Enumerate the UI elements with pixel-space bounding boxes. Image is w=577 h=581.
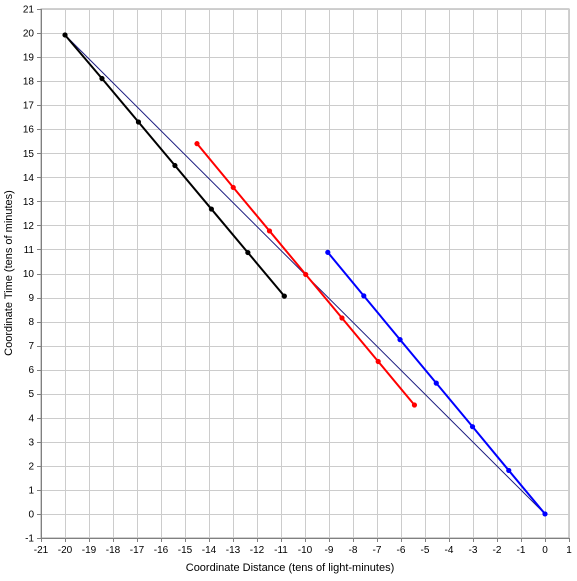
y-tick-label: 21 bbox=[23, 5, 35, 16]
y-tick-label: 0 bbox=[28, 509, 34, 520]
y-tick-label: 14 bbox=[23, 173, 35, 184]
y-tick-label: 5 bbox=[28, 389, 34, 400]
data-point bbox=[266, 228, 273, 234]
x-tick-label: -5 bbox=[421, 545, 430, 556]
series-3 bbox=[194, 141, 418, 408]
y-tick-label: 1 bbox=[28, 485, 34, 496]
data-point bbox=[172, 162, 178, 169]
data-point bbox=[208, 206, 214, 212]
y-tick-label: 19 bbox=[23, 53, 35, 64]
x-tick-label: -6 bbox=[397, 545, 406, 556]
data-point bbox=[99, 75, 105, 82]
data-point bbox=[230, 184, 236, 191]
x-tick-label: -16 bbox=[154, 545, 169, 556]
data-point bbox=[361, 293, 367, 299]
data-point bbox=[375, 358, 381, 365]
y-axis-label: Coordinate Time (tens of minutes) bbox=[3, 190, 15, 356]
y-tick-label: 16 bbox=[23, 125, 35, 136]
x-tick-label: -7 bbox=[373, 545, 382, 556]
data-point bbox=[433, 380, 439, 386]
series-group bbox=[62, 32, 548, 517]
y-tick-label: 18 bbox=[23, 77, 35, 88]
y-tick-label: 8 bbox=[28, 317, 34, 328]
x-tick-label: -18 bbox=[106, 545, 121, 556]
x-tick-label: -21 bbox=[34, 545, 49, 556]
y-tick-label: 2 bbox=[28, 461, 34, 472]
y-tick-label: 11 bbox=[24, 245, 35, 256]
data-point bbox=[194, 141, 200, 147]
data-point bbox=[542, 511, 548, 517]
axes: -21 -20 -19 -18 -17 -16 -15 -14 -13 -12 -11 -10 -9 -8… bbox=[23, 5, 572, 557]
data-point bbox=[397, 337, 403, 343]
x-tick-label: -3 bbox=[469, 545, 478, 556]
y-tick-label: 12 bbox=[23, 221, 35, 232]
y-tick-label: 13 bbox=[23, 197, 35, 208]
data-point bbox=[325, 249, 331, 255]
y-tick-label: -1 bbox=[25, 534, 34, 545]
y-tick-label: 7 bbox=[28, 341, 34, 352]
x-tick-label: 0 bbox=[542, 545, 548, 556]
y-tick-label: 15 bbox=[23, 149, 35, 160]
y-tick-label: 20 bbox=[23, 29, 35, 40]
x-tick-label: -11 bbox=[274, 545, 288, 556]
data-point bbox=[281, 293, 287, 299]
x-tick-label: -8 bbox=[349, 545, 358, 556]
data-point bbox=[411, 402, 418, 408]
y-tick-label: 10 bbox=[23, 269, 35, 280]
x-tick-label: -12 bbox=[250, 545, 265, 556]
y-tick-label: 9 bbox=[28, 293, 34, 304]
x-tick-label: -17 bbox=[130, 545, 145, 556]
data-point bbox=[469, 424, 476, 430]
x-tick-label: -15 bbox=[178, 545, 193, 556]
y-tick-label: 4 bbox=[28, 413, 34, 424]
x-tick-label: -4 bbox=[445, 545, 454, 556]
x-tick-label: -10 bbox=[298, 545, 313, 556]
data-point bbox=[62, 32, 68, 38]
y-tick-label: 17 bbox=[23, 101, 35, 112]
data-point bbox=[303, 271, 309, 278]
series-4 bbox=[325, 249, 548, 517]
y-tick-label: 3 bbox=[28, 437, 34, 448]
data-point bbox=[339, 315, 345, 321]
x-tick-label: -2 bbox=[493, 545, 502, 556]
data-point bbox=[506, 467, 512, 474]
x-tick-label: -20 bbox=[58, 545, 73, 556]
data-point bbox=[245, 249, 251, 256]
series-2 bbox=[62, 32, 287, 299]
y-tick-label: 6 bbox=[28, 365, 34, 376]
x-tick-label: -1 bbox=[517, 545, 526, 556]
data-point bbox=[135, 119, 142, 125]
x-tick-label: -14 bbox=[202, 545, 217, 556]
x-tick-label: 1 bbox=[566, 545, 572, 556]
x-tick-label: -9 bbox=[325, 545, 334, 556]
grid bbox=[40, 8, 570, 539]
x-tick-label: -13 bbox=[226, 545, 241, 556]
x-tick-label: -19 bbox=[82, 545, 97, 556]
x-axis-label: Coordinate Distance (tens of light-minut… bbox=[186, 562, 394, 574]
